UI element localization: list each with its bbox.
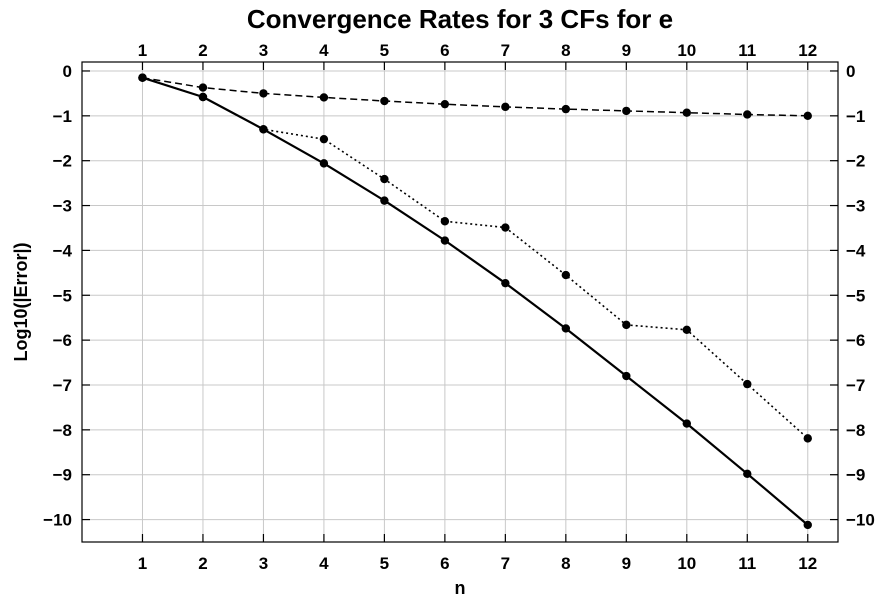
y-axis-label: Log10(|Error|)	[11, 242, 31, 361]
x-tick-label-top: 10	[677, 41, 696, 60]
data-point-dashed	[259, 89, 268, 98]
y-tick-label-right: −2	[846, 152, 865, 171]
data-point-dotted	[319, 134, 329, 144]
y-tick-label-left: −5	[53, 286, 72, 305]
x-tick-label-top: 12	[798, 41, 817, 60]
y-tick-label-left: −1	[53, 107, 72, 126]
x-tick-label-top: 8	[561, 41, 570, 60]
x-tick-label-top: 4	[319, 41, 329, 60]
x-tick-label-bottom: 9	[622, 554, 631, 573]
data-point-solid	[803, 520, 812, 530]
data-point-dashed	[319, 93, 329, 102]
series-line-dashed	[142, 76, 808, 117]
data-point-dotted	[380, 174, 389, 184]
y-tick-label-right: −6	[846, 331, 865, 350]
x-tick-label-bottom: 2	[198, 554, 207, 573]
x-tick-label-bottom: 6	[440, 554, 449, 573]
data-point-dotted	[622, 320, 631, 330]
data-point-dashed	[803, 111, 812, 121]
x-tick-label-top: 1	[138, 41, 147, 60]
data-point-dashed	[561, 104, 571, 114]
data-point-dotted	[803, 434, 812, 443]
data-point-dotted	[440, 217, 450, 226]
y-tick-label-right: −4	[846, 241, 866, 260]
x-tick-label-top: 9	[622, 41, 631, 60]
data-point-solid	[561, 324, 571, 333]
x-tick-label-bottom: 3	[259, 554, 268, 573]
data-point-dashed	[682, 108, 691, 117]
data-point-dashed	[440, 99, 450, 109]
y-tick-label-right: −10	[846, 511, 875, 530]
x-axis-label: n	[455, 578, 466, 598]
x-tick-label-bottom: 4	[319, 554, 329, 573]
y-tick-label-left: −4	[53, 241, 73, 260]
x-tick-label-top: 7	[501, 41, 510, 60]
y-tick-label-right: −9	[846, 466, 865, 485]
y-tick-label-left: −2	[53, 152, 72, 171]
x-tick-label-bottom: 1	[138, 554, 147, 573]
y-tick-label-left: −6	[53, 331, 72, 350]
x-tick-label-top: 11	[738, 41, 756, 60]
data-point-dotted	[561, 270, 571, 280]
data-point-dashed	[622, 106, 631, 116]
y-tick-label-left: −7	[53, 376, 72, 395]
x-tick-label-top: 2	[198, 41, 207, 60]
data-point-dotted	[501, 223, 510, 232]
data-point-dashed	[380, 96, 389, 106]
x-tick-label-bottom: 11	[738, 554, 756, 573]
axis-ticks	[82, 62, 838, 542]
x-tick-label-top: 5	[380, 41, 389, 60]
x-tick-label-bottom: 8	[561, 554, 570, 573]
data-point-solid	[319, 159, 329, 168]
plot-frame	[81, 61, 839, 543]
data-point-solid	[622, 371, 631, 381]
y-tick-label-left: −8	[53, 421, 72, 440]
x-tick-label-bottom: 10	[677, 554, 696, 573]
y-tick-label-left: −10	[43, 511, 72, 530]
x-tick-label-bottom: 7	[501, 554, 510, 573]
x-tick-label-bottom: 5	[380, 554, 389, 573]
data-point-dotted	[682, 325, 691, 335]
x-tick-label-top: 6	[440, 41, 449, 60]
grid-lines	[82, 62, 838, 542]
data-point-dashed	[198, 83, 208, 92]
y-tick-label-left: −9	[53, 466, 72, 485]
data-point-solid	[682, 419, 691, 428]
y-tick-label-right: −8	[846, 421, 865, 440]
data-point-solid	[198, 92, 208, 102]
y-tick-label-right: 0	[846, 62, 855, 81]
data-point-dashed	[743, 110, 752, 119]
data-point-solid	[259, 125, 268, 134]
data-point-solid	[743, 469, 752, 479]
series-line-dotted	[142, 76, 809, 439]
y-tick-label-right: −3	[846, 197, 865, 216]
data-point-dotted	[743, 379, 752, 389]
y-tick-label-left: 0	[63, 62, 72, 81]
x-tick-label-top: 3	[259, 41, 268, 60]
data-point-solid	[440, 236, 450, 245]
x-tick-label-bottom: 12	[798, 554, 817, 573]
chart-title: Convergence Rates for 3 CFs for e	[247, 4, 673, 34]
y-tick-label-right: −5	[846, 286, 865, 305]
data-point-dashed	[501, 102, 510, 112]
data-point-solid	[501, 278, 510, 288]
series-line-solid	[142, 76, 809, 526]
series-lines	[138, 73, 812, 530]
y-tick-label-left: −3	[53, 197, 72, 216]
y-tick-label-right: −7	[846, 376, 865, 395]
data-point-solid	[380, 196, 389, 205]
data-point-solid	[138, 73, 147, 82]
y-tick-label-right: −1	[846, 107, 865, 126]
